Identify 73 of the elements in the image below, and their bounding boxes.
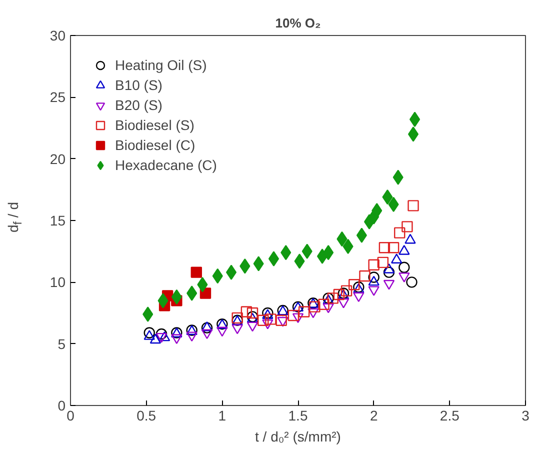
point xyxy=(309,301,320,312)
point xyxy=(388,242,400,254)
point xyxy=(294,254,305,269)
point xyxy=(190,266,202,278)
point xyxy=(378,242,390,254)
point xyxy=(390,254,402,264)
point xyxy=(186,286,198,301)
point xyxy=(406,276,418,288)
point xyxy=(197,277,208,292)
point xyxy=(327,292,338,304)
x-tick-label: 2.5 xyxy=(440,408,460,424)
point xyxy=(356,228,367,243)
point xyxy=(404,234,416,244)
x-tick-label: 1 xyxy=(218,408,226,424)
x-tick-label: 0.5 xyxy=(136,408,156,424)
point xyxy=(288,310,300,322)
point xyxy=(240,306,252,318)
point xyxy=(372,203,382,218)
y-tick-label: 25 xyxy=(50,89,66,106)
legend-label: B20 (S) xyxy=(115,97,162,113)
point xyxy=(408,126,419,142)
point xyxy=(158,331,170,342)
x-tick-label: 1.5 xyxy=(288,408,308,424)
point xyxy=(340,285,352,296)
x-tick-label: 2 xyxy=(370,408,378,424)
point xyxy=(359,270,370,282)
point xyxy=(240,258,250,274)
x-tick-label: 3 xyxy=(522,408,530,424)
y-tick-label: 10 xyxy=(50,274,66,290)
point xyxy=(377,256,389,268)
point xyxy=(383,263,395,274)
x-axis-title: t / d₀² (s/mm²) xyxy=(255,428,341,444)
point xyxy=(392,170,404,185)
y-tick-label: 30 xyxy=(50,28,66,44)
point xyxy=(246,307,258,319)
point xyxy=(368,276,380,286)
point xyxy=(368,259,380,270)
point xyxy=(158,293,168,308)
point xyxy=(348,279,360,290)
point xyxy=(368,272,380,283)
point xyxy=(398,262,410,273)
point xyxy=(232,312,243,324)
point xyxy=(302,244,312,259)
legend-label: B10 (S) xyxy=(115,77,162,93)
point xyxy=(253,256,264,272)
chart-title: 10% O₂ xyxy=(275,16,321,30)
point xyxy=(383,266,395,278)
y-tick-label: 0 xyxy=(58,398,66,414)
point xyxy=(268,251,279,266)
y-tick-label: 15 xyxy=(50,212,66,228)
legend-label: Hexadecane (C) xyxy=(115,157,217,173)
y-tick-label: 20 xyxy=(50,150,66,167)
point xyxy=(265,314,276,325)
point xyxy=(144,330,155,340)
point xyxy=(298,306,310,318)
point xyxy=(142,306,154,322)
point xyxy=(410,112,420,127)
point xyxy=(408,200,419,212)
legend-label: Biodiesel (C) xyxy=(115,137,196,153)
y-tick-label: 5 xyxy=(58,336,66,352)
legend-label: Heating Oil (S) xyxy=(115,57,207,73)
point xyxy=(150,334,162,344)
point xyxy=(394,227,406,238)
point xyxy=(333,288,345,300)
point xyxy=(144,327,155,338)
point xyxy=(342,238,354,254)
legend-label: Biodiesel (S) xyxy=(115,117,194,133)
point xyxy=(398,244,410,255)
point xyxy=(318,298,330,310)
point xyxy=(156,328,168,340)
point xyxy=(258,314,269,326)
point xyxy=(402,221,413,232)
point xyxy=(226,264,237,280)
